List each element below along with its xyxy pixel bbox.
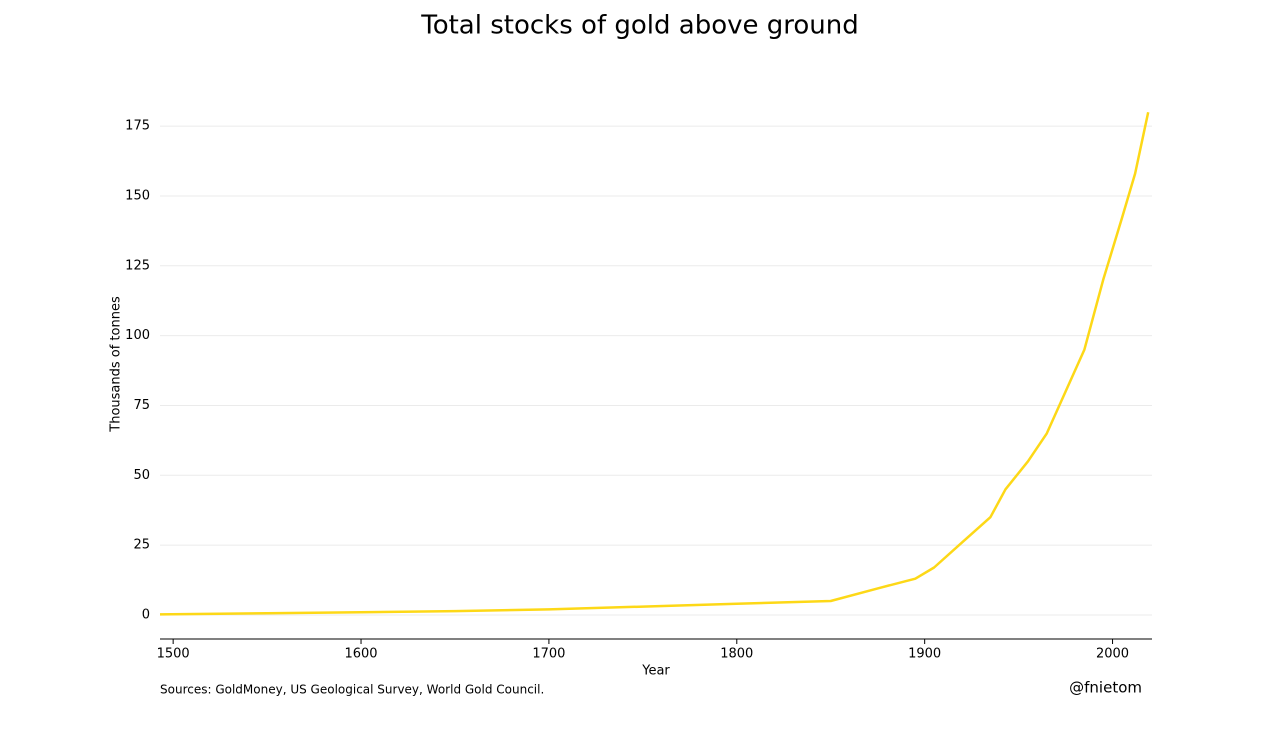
x-tick-label: 1600	[344, 647, 377, 662]
y-tick-label: 100	[125, 328, 150, 343]
x-tick-label: 1700	[532, 647, 565, 662]
y-tick-label: 150	[125, 188, 150, 203]
x-axis-label: Year	[641, 664, 670, 679]
x-tick-label: 1500	[157, 647, 190, 662]
y-tick-label: 125	[125, 258, 150, 273]
y-tick-label: 25	[133, 538, 150, 553]
x-tick-label: 2000	[1096, 647, 1129, 662]
y-tick-label: 75	[133, 398, 150, 413]
data-line	[159, 111, 1150, 616]
x-tick-label: 1900	[908, 647, 941, 662]
x-tick-label: 1800	[720, 647, 753, 662]
y-tick-label: 0	[142, 607, 150, 622]
y-tick-label: 50	[133, 468, 150, 483]
y-axis-label: Thousands of tonnes	[109, 296, 124, 433]
credit: @fnietom	[1069, 679, 1142, 697]
chart-title: Total stocks of gold above ground	[420, 11, 859, 41]
y-tick-label: 175	[125, 119, 150, 134]
source-note: Sources: GoldMoney, US Geological Survey…	[160, 683, 544, 697]
